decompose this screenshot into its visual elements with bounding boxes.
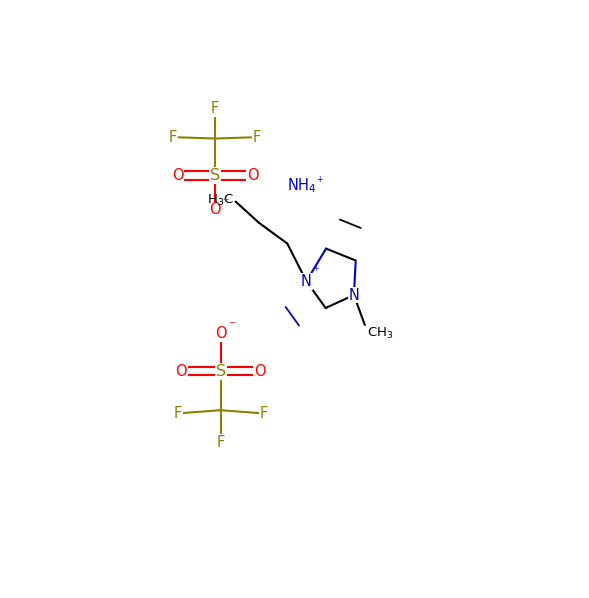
Text: $^{-}$: $^{-}$	[222, 197, 230, 207]
Text: O: O	[176, 364, 187, 379]
Text: N: N	[301, 274, 312, 289]
Text: F: F	[259, 406, 267, 421]
Text: F: F	[174, 406, 182, 421]
Text: F: F	[253, 130, 262, 145]
Text: F: F	[217, 435, 225, 450]
Text: O: O	[172, 168, 184, 183]
Text: $^{+}$: $^{+}$	[316, 175, 323, 185]
Text: O: O	[209, 202, 221, 218]
Text: S: S	[216, 364, 226, 379]
Text: F: F	[211, 101, 219, 116]
Text: NH$_4$: NH$_4$	[287, 176, 317, 196]
Text: $^{-}$: $^{-}$	[228, 321, 236, 331]
Text: F: F	[169, 130, 177, 145]
Text: O: O	[247, 168, 259, 183]
Text: N: N	[349, 288, 359, 303]
Text: S: S	[210, 168, 220, 183]
Text: $^{+}$: $^{+}$	[313, 266, 320, 276]
Text: CH$_3$: CH$_3$	[367, 326, 393, 341]
Text: O: O	[215, 326, 226, 341]
Text: O: O	[254, 364, 266, 379]
Text: H$_3$C: H$_3$C	[207, 193, 234, 208]
